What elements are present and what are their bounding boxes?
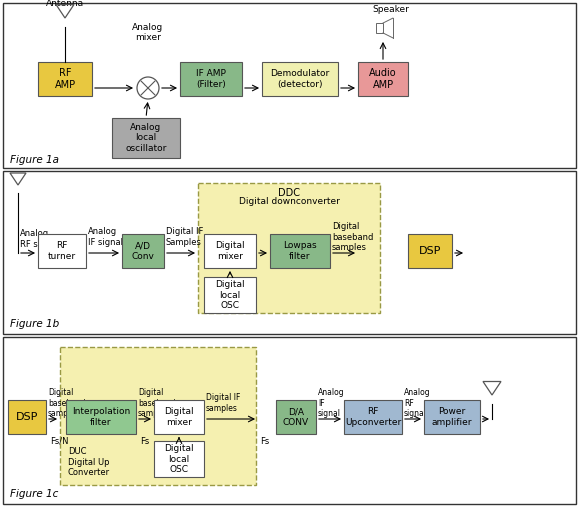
- FancyBboxPatch shape: [60, 347, 256, 485]
- Text: Analog
IF
signal: Analog IF signal: [318, 388, 345, 418]
- Text: Analog
mixer: Analog mixer: [132, 22, 164, 42]
- Text: Digital IF
samples: Digital IF samples: [206, 393, 240, 412]
- Text: Power
amplifier: Power amplifier: [432, 407, 472, 427]
- Text: A/D
Conv: A/D Conv: [132, 241, 154, 261]
- Text: RF
Upconverter: RF Upconverter: [345, 407, 401, 427]
- Bar: [270, 234, 330, 268]
- Text: DDC: DDC: [278, 188, 300, 198]
- Text: Digital
mixer: Digital mixer: [164, 407, 194, 427]
- Bar: [122, 234, 164, 268]
- Text: Digital
baseband
samples: Digital baseband samples: [48, 388, 86, 418]
- Bar: [408, 234, 452, 268]
- Bar: [262, 62, 338, 96]
- Bar: [154, 441, 204, 477]
- Text: Audio
AMP: Audio AMP: [369, 68, 397, 90]
- Text: Analog
RF signal: Analog RF signal: [20, 229, 59, 249]
- Bar: [3, 171, 576, 334]
- Text: Figure 1c: Figure 1c: [10, 489, 59, 499]
- Bar: [204, 277, 256, 313]
- Text: Digital downconverter: Digital downconverter: [238, 197, 339, 206]
- Text: Analog
local
oscillator: Analog local oscillator: [125, 123, 166, 153]
- Text: DSP: DSP: [16, 412, 38, 422]
- Bar: [204, 234, 256, 268]
- Text: Lowpas
filter: Lowpas filter: [283, 241, 317, 261]
- FancyBboxPatch shape: [198, 183, 380, 313]
- Text: Digital IF
Samples: Digital IF Samples: [166, 227, 204, 247]
- Text: Digital
baseband
samples: Digital baseband samples: [138, 388, 176, 418]
- Text: Demodulator
(detector): Demodulator (detector): [270, 69, 329, 89]
- Text: Speaker: Speaker: [372, 5, 409, 14]
- Bar: [376, 23, 383, 33]
- Text: Fs: Fs: [140, 437, 149, 446]
- Text: Analog
IF signal: Analog IF signal: [88, 227, 123, 247]
- Text: DSP: DSP: [419, 246, 441, 256]
- Text: Figure 1b: Figure 1b: [10, 319, 59, 329]
- Text: RF
AMP: RF AMP: [55, 68, 75, 90]
- Bar: [38, 234, 86, 268]
- Text: Digital
mixer: Digital mixer: [215, 241, 245, 261]
- Bar: [276, 400, 316, 434]
- Text: Digital
local
OSC: Digital local OSC: [164, 444, 194, 474]
- Bar: [8, 400, 46, 434]
- Text: Fs: Fs: [260, 437, 269, 446]
- Bar: [112, 118, 180, 158]
- Bar: [3, 3, 576, 168]
- Bar: [154, 400, 204, 434]
- Bar: [38, 62, 92, 96]
- Text: Figure 1a: Figure 1a: [10, 155, 59, 165]
- Text: Digital
local
OSC: Digital local OSC: [215, 280, 245, 310]
- Bar: [344, 400, 402, 434]
- Bar: [66, 400, 136, 434]
- Text: Analog
RF
signal: Analog RF signal: [404, 388, 430, 418]
- Text: DUC
Digital Up
Converter: DUC Digital Up Converter: [68, 447, 110, 477]
- Text: Fs/N: Fs/N: [50, 437, 68, 446]
- Bar: [180, 62, 242, 96]
- Bar: [358, 62, 408, 96]
- Text: Digital
baseband
samples: Digital baseband samples: [332, 222, 374, 252]
- Text: IF AMP
(Filter): IF AMP (Filter): [196, 69, 226, 89]
- Bar: [424, 400, 480, 434]
- Text: Antenna: Antenna: [46, 0, 84, 8]
- Text: D/A
CONV: D/A CONV: [283, 407, 309, 427]
- Text: RF
turner: RF turner: [48, 241, 76, 261]
- Text: Interpolation
filter: Interpolation filter: [72, 407, 130, 427]
- Bar: [3, 337, 576, 504]
